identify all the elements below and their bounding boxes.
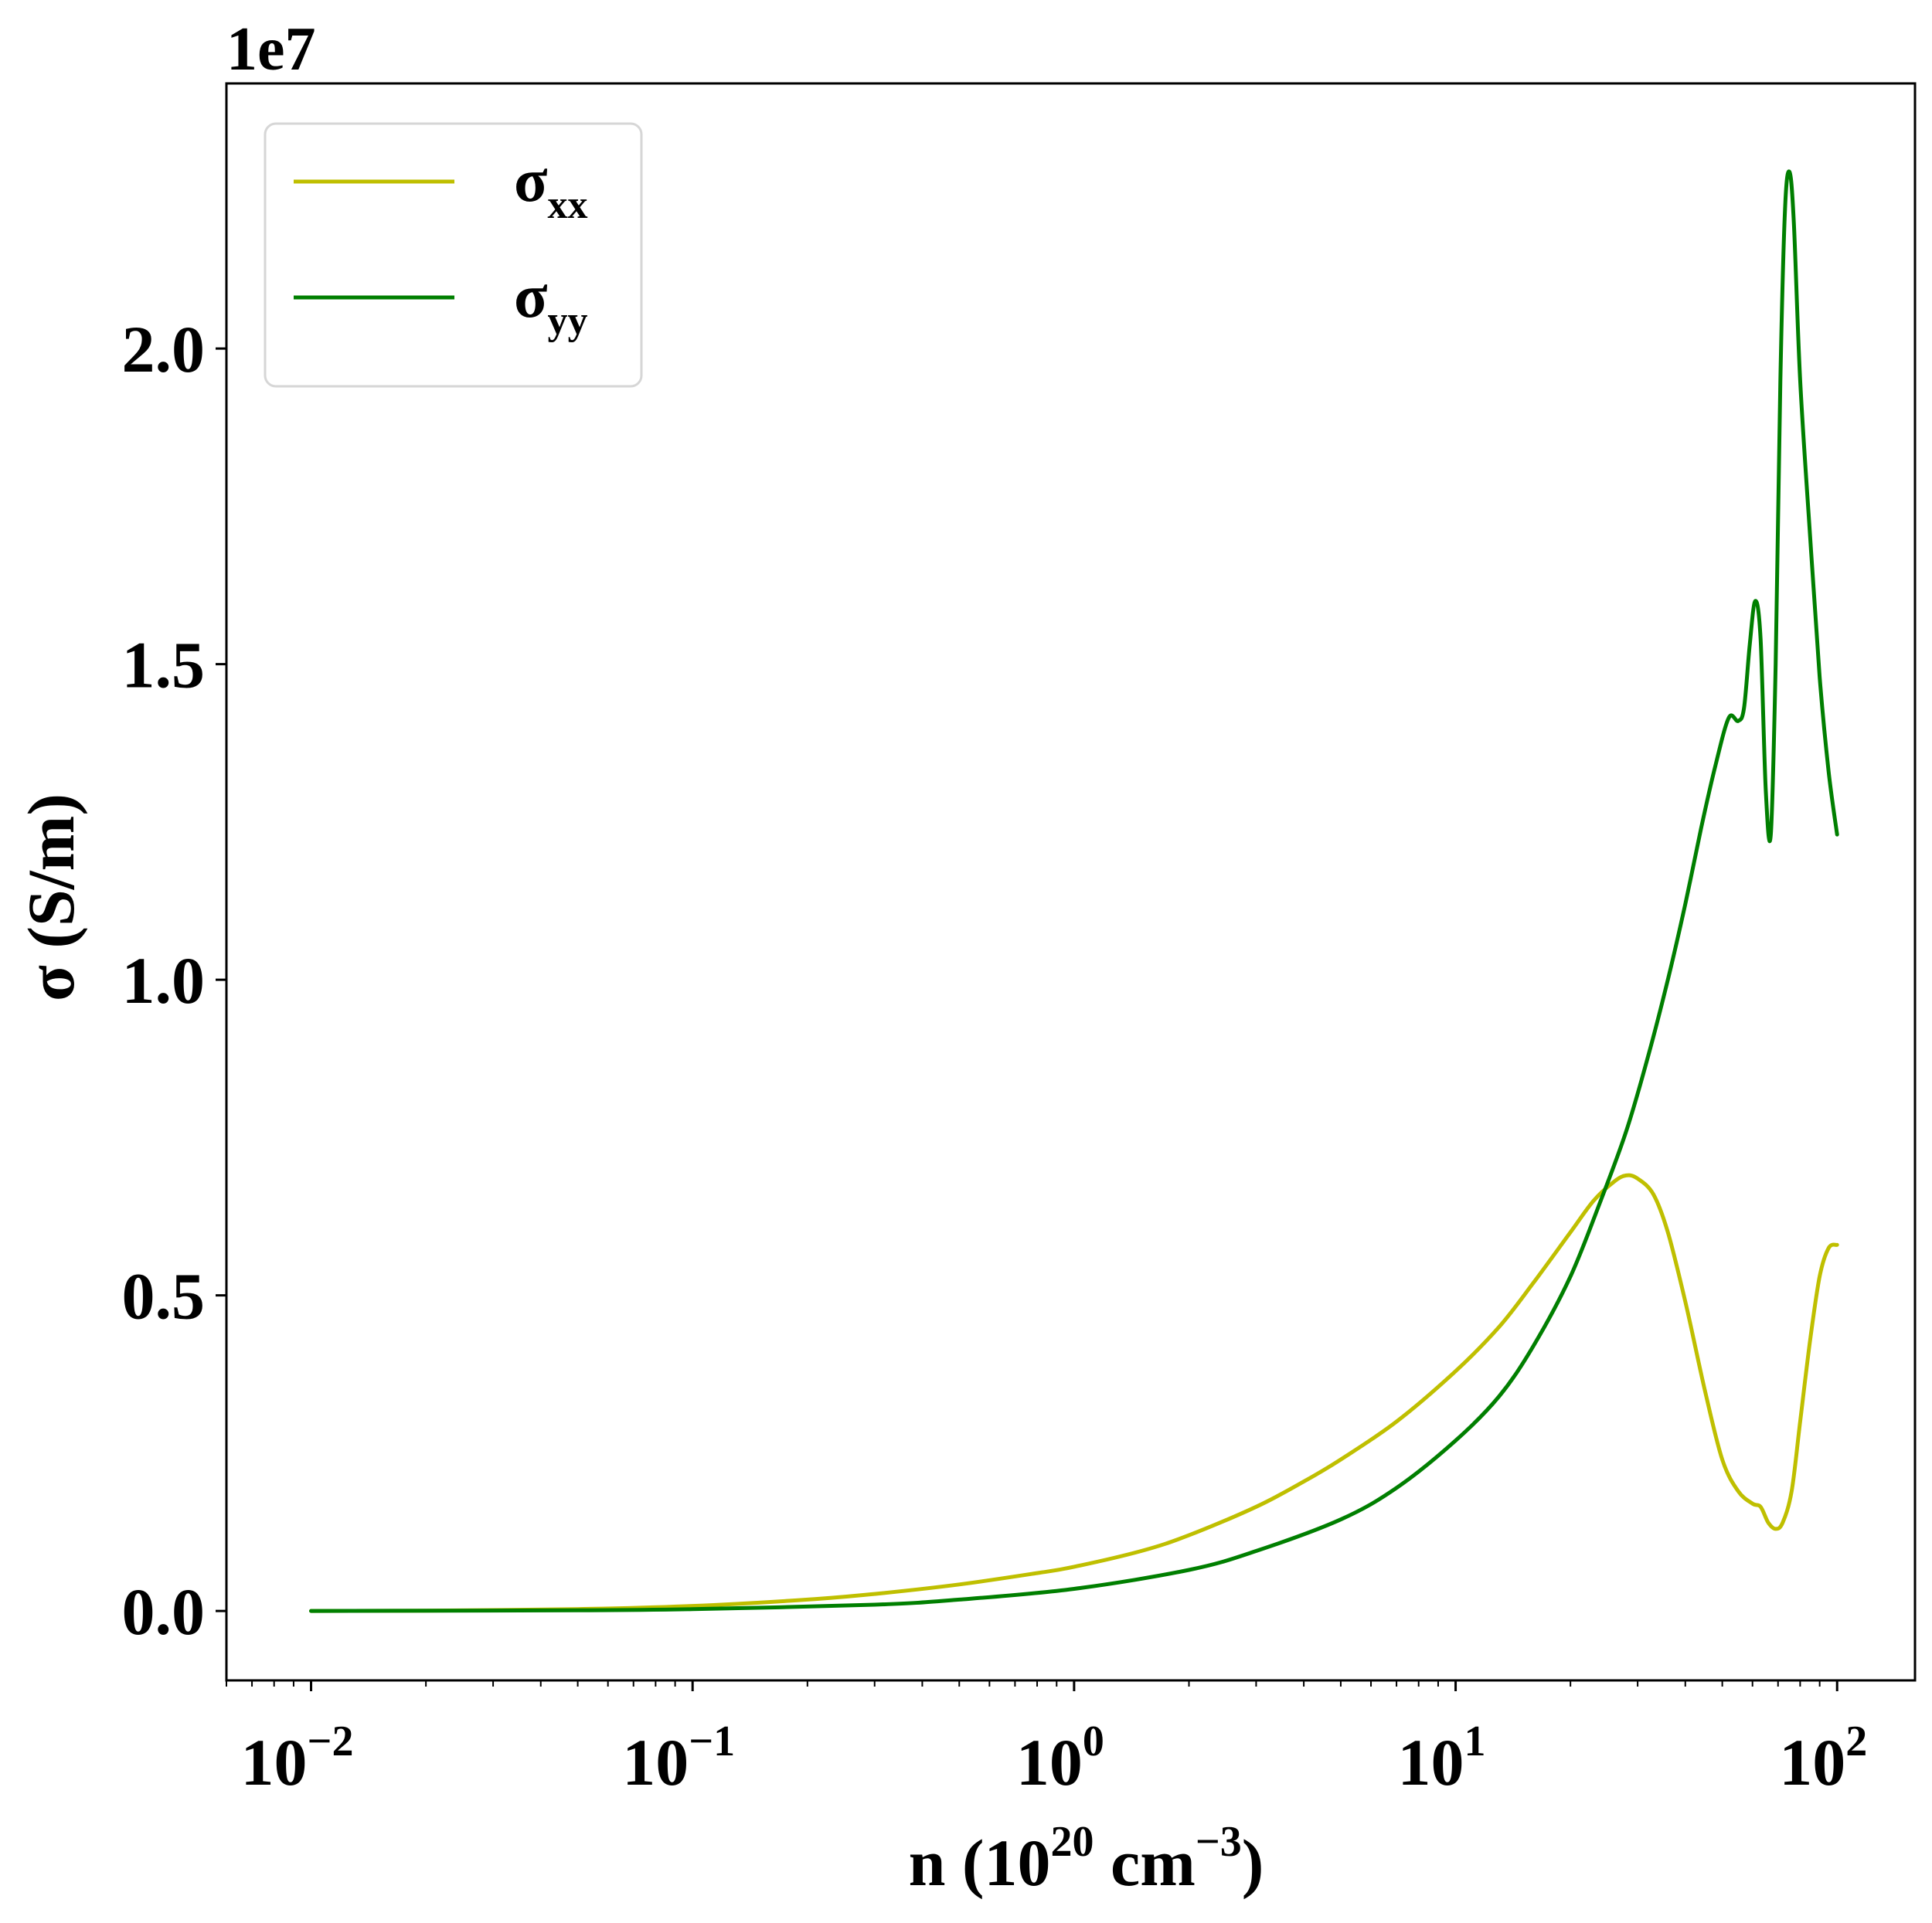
- x-axis-label-base: n (10: [909, 1826, 1051, 1900]
- legend-label-sigma-xx: σxx: [514, 147, 588, 227]
- series-layer: [309, 169, 1839, 1613]
- x-tick-label: 101: [1398, 1717, 1486, 1799]
- series-line-sigma-yy: [309, 169, 1839, 1613]
- x-axis-label-exp2: −3: [1196, 1818, 1242, 1866]
- x-axis-label-mid: cm: [1094, 1826, 1196, 1900]
- legend-label-sigma-yy: σyy: [514, 263, 588, 343]
- series-line-sigma-xx: [309, 1173, 1839, 1613]
- y-offset-label: 1e7: [226, 15, 316, 83]
- y-axis-label: σ (S/m): [14, 793, 88, 1001]
- x-tick-label: 100: [1016, 1717, 1104, 1799]
- legend: σxx σyy: [264, 122, 643, 388]
- y-tick-label: 1.0: [122, 943, 206, 1018]
- x-axis-label: n (1020 cm−3): [909, 1818, 1264, 1900]
- x-axis-label-exp1: 20: [1051, 1818, 1094, 1866]
- plot-frame: [225, 82, 1917, 1682]
- y-tick-label: 0.0: [122, 1575, 206, 1649]
- legend-box: [264, 122, 643, 388]
- x-axis-label-end: ): [1242, 1826, 1264, 1900]
- y-tick-label: 2.0: [122, 312, 206, 386]
- y-tick-label: 0.5: [122, 1259, 206, 1334]
- x-tick-label: 102: [1779, 1717, 1867, 1799]
- x-tick-label: 10−2: [241, 1717, 354, 1799]
- x-tick-label: 10−1: [622, 1717, 735, 1799]
- ticks-layer: 0.0 0.5 1.0 1.5 2.0 10−2 10−1 100 101 102: [122, 312, 1868, 1799]
- y-tick-label: 1.5: [122, 628, 206, 702]
